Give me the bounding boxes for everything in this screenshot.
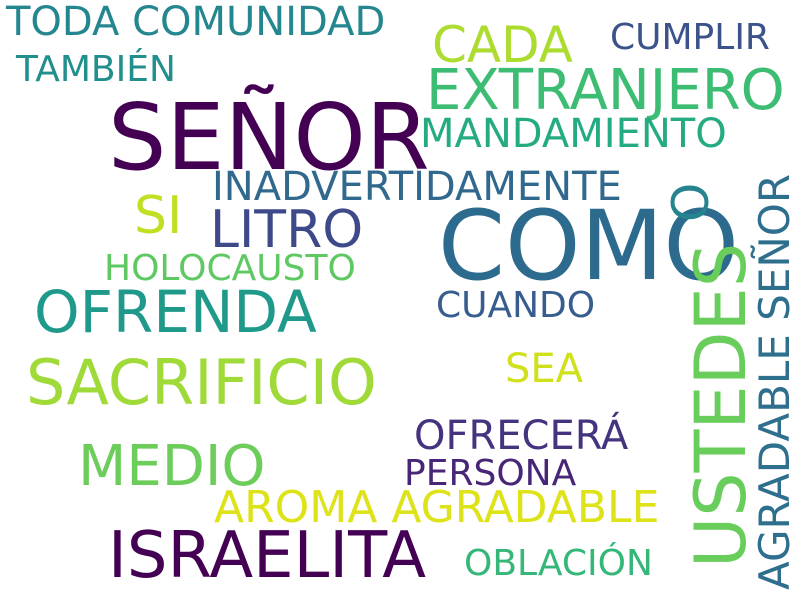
- word-tambien: TAMBIÉN: [16, 49, 176, 90]
- word-cada: CADA: [432, 16, 573, 74]
- word-ofrecera: OFRECERÁ: [414, 413, 629, 459]
- word-israelita: ISRAELITA: [108, 519, 427, 593]
- word-senor: SEÑOR: [108, 84, 430, 191]
- word-ofrenda: OFRENDA: [34, 278, 317, 346]
- word-como: COMO: [438, 190, 739, 302]
- word-oblacion: OBLACIÓN: [464, 543, 653, 584]
- word-aroma-agradable: AROMA AGRADABLE: [214, 482, 660, 533]
- word-cuando: CUANDO: [436, 285, 596, 326]
- word-toda-comunidad: TODA COMUNIDAD: [6, 0, 386, 45]
- word-litro: LITRO: [210, 200, 364, 260]
- word-sacrificio: SACRIFICIO: [26, 346, 377, 419]
- word-extranjero: EXTRANJERO: [426, 58, 785, 123]
- word-agradable-senor: AGRADABLE SEÑOR: [750, 173, 799, 590]
- word-medio: MEDIO: [78, 434, 266, 499]
- word-mandamiento: MANDAMIENTO: [420, 111, 727, 157]
- word-o: O: [662, 182, 720, 222]
- word-persona: PERSONA: [404, 453, 577, 494]
- word-ustedes: USTEDES: [680, 242, 762, 568]
- word-sea: SEA: [505, 346, 584, 392]
- word-cumplir: CUMPLIR: [610, 17, 770, 58]
- word-si: SI: [134, 186, 183, 246]
- word-inadvertidamente: INADVERTIDAMENTE: [212, 164, 622, 210]
- word-holocausto: HOLOCAUSTO: [104, 248, 356, 289]
